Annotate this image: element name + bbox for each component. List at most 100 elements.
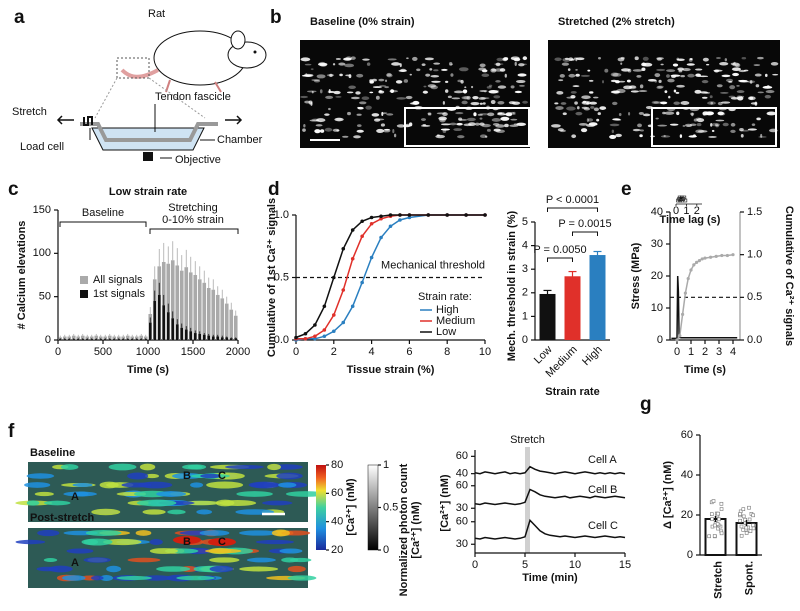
cell-spot bbox=[470, 101, 480, 106]
cell-spot bbox=[458, 117, 463, 121]
significance-bracket bbox=[547, 207, 598, 212]
y-tick-label: 1.5 bbox=[747, 206, 762, 218]
cell-spot bbox=[755, 84, 760, 88]
cell-spot bbox=[427, 84, 437, 88]
cell-spot bbox=[611, 129, 615, 134]
y-tick-label: 60 bbox=[681, 429, 693, 441]
cell-spot bbox=[381, 111, 384, 117]
cell-spot bbox=[673, 89, 677, 93]
x-tick-label: 6 bbox=[406, 346, 412, 358]
cell-spot bbox=[384, 86, 389, 89]
cell-spot bbox=[369, 91, 374, 94]
cell-spot bbox=[693, 118, 698, 122]
cell-spot bbox=[405, 95, 413, 100]
cell-spot bbox=[639, 134, 643, 138]
cell-spot bbox=[504, 73, 507, 78]
cell bbox=[271, 529, 290, 537]
y-tick-label: 30 bbox=[456, 502, 468, 514]
cell-spot bbox=[657, 85, 664, 89]
cell bbox=[26, 500, 40, 506]
cell-spot bbox=[463, 96, 471, 100]
colorbar-tick-label: 0.5 bbox=[383, 501, 398, 513]
cell-spot bbox=[604, 68, 609, 73]
y-axis-label: Mech. threshold in strain (%) bbox=[506, 210, 518, 361]
cell-spot bbox=[664, 111, 675, 115]
cell-spot bbox=[378, 90, 383, 93]
cell-spot bbox=[642, 56, 649, 61]
colorbar-label: [Ca²⁺] (nM) bbox=[410, 501, 422, 558]
cell-spot bbox=[696, 123, 702, 127]
x-axis-label: Tissue strain (%) bbox=[347, 364, 435, 376]
annotation: Baseline bbox=[82, 207, 124, 219]
cell-spot bbox=[676, 111, 680, 116]
bar bbox=[185, 329, 188, 340]
cell-spot bbox=[610, 72, 619, 77]
cell bbox=[60, 464, 79, 470]
x-tick-label: 1000 bbox=[136, 346, 160, 358]
cell-spot bbox=[357, 124, 362, 128]
cell-spot bbox=[431, 80, 441, 83]
cell-spot bbox=[311, 79, 321, 82]
cell-spot bbox=[339, 73, 343, 77]
cell-spot bbox=[362, 58, 370, 61]
cell bbox=[190, 482, 204, 488]
bar bbox=[207, 335, 210, 340]
cell-spot bbox=[586, 118, 589, 123]
bar bbox=[117, 339, 120, 340]
cell bbox=[209, 557, 240, 563]
diagram-label: Objective bbox=[175, 154, 221, 166]
panel-label: c bbox=[8, 179, 19, 200]
bar bbox=[202, 282, 207, 340]
cell-spot bbox=[450, 63, 453, 66]
x-tick-label: 0 bbox=[55, 346, 61, 358]
point bbox=[341, 320, 346, 325]
cell-spot bbox=[359, 101, 367, 105]
cell-spot bbox=[325, 95, 334, 100]
bar bbox=[104, 339, 107, 340]
x-tick-label: 10 bbox=[569, 559, 581, 571]
bar bbox=[158, 294, 161, 340]
cell-spot bbox=[656, 85, 663, 89]
cell-spot bbox=[741, 57, 747, 60]
cell-spot bbox=[615, 133, 622, 138]
cell-spot bbox=[449, 122, 457, 126]
y-tick-label: 40 bbox=[456, 468, 468, 480]
cell-spot bbox=[472, 95, 479, 100]
cell-spot bbox=[427, 113, 432, 116]
cell-spot bbox=[730, 122, 736, 127]
cell-spot bbox=[658, 79, 662, 83]
point bbox=[700, 257, 704, 261]
cell bbox=[63, 491, 98, 497]
cell-spot bbox=[356, 73, 364, 78]
cell-spot bbox=[593, 96, 599, 99]
point bbox=[313, 323, 317, 327]
cell-spot bbox=[430, 75, 440, 78]
cell-spot bbox=[495, 80, 501, 83]
cell-label: B bbox=[183, 536, 191, 548]
cell-spot bbox=[598, 57, 601, 60]
bar bbox=[149, 322, 152, 340]
cell-spot bbox=[447, 95, 452, 99]
cell-spot bbox=[714, 123, 720, 127]
cell-spot bbox=[519, 84, 525, 87]
bar bbox=[99, 339, 102, 340]
cell-spot bbox=[495, 62, 501, 67]
bar bbox=[193, 275, 198, 340]
cell-spot bbox=[497, 85, 507, 89]
cell-spot bbox=[758, 136, 767, 138]
trace bbox=[474, 488, 626, 506]
point bbox=[686, 276, 690, 281]
zoom-box bbox=[404, 107, 530, 147]
cell bbox=[26, 473, 55, 479]
y-tick-label: 30 bbox=[456, 538, 468, 550]
cell bbox=[121, 482, 152, 488]
cell-spot bbox=[399, 63, 402, 68]
cell-spot bbox=[754, 73, 762, 77]
inset-tick-label: 0 bbox=[673, 205, 679, 217]
cell-spot bbox=[660, 135, 671, 138]
scatter-dot bbox=[709, 512, 714, 516]
cell bbox=[156, 566, 191, 572]
cell-spot bbox=[597, 112, 601, 116]
scatter-dot bbox=[751, 526, 756, 531]
cell bbox=[200, 473, 221, 479]
